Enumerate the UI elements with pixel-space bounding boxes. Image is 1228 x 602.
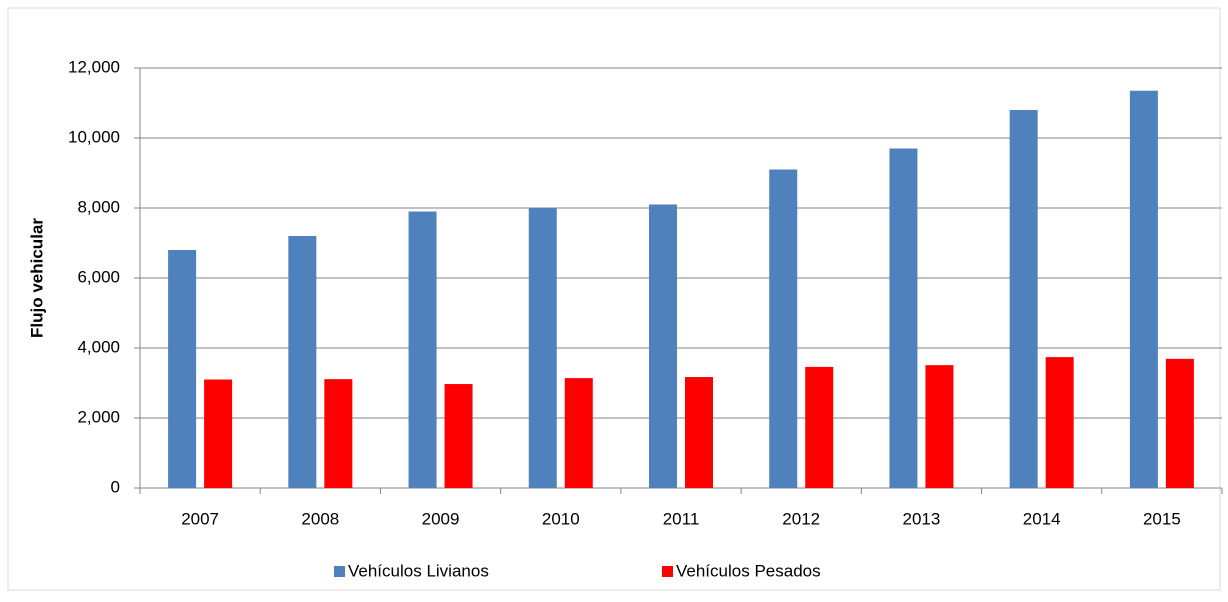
legend-swatch xyxy=(334,566,345,577)
legend-label: Vehículos Livianos xyxy=(348,561,489,580)
legend-swatch xyxy=(662,566,673,577)
bar xyxy=(769,169,798,488)
x-tick-label: 2007 xyxy=(181,509,219,528)
x-tick-label: 2009 xyxy=(422,509,460,528)
y-tick-label: 2,000 xyxy=(77,407,120,426)
bar xyxy=(685,377,713,488)
x-tick-label: 2014 xyxy=(1023,509,1061,528)
bar xyxy=(528,208,557,488)
bar xyxy=(324,379,353,488)
bar xyxy=(1165,358,1194,488)
bar xyxy=(1009,110,1038,488)
x-tick-label: 2013 xyxy=(903,509,941,528)
x-tick-label: 2015 xyxy=(1143,509,1181,528)
bar xyxy=(408,211,437,488)
bar xyxy=(925,365,954,488)
y-tick-label: 10,000 xyxy=(68,127,120,146)
x-tick-label: 2010 xyxy=(542,509,580,528)
y-axis-label: Flujo vehicular xyxy=(27,218,46,338)
y-tick-label: 12,000 xyxy=(68,57,120,76)
bar xyxy=(168,250,197,488)
bar xyxy=(889,148,918,488)
x-tick-label: 2012 xyxy=(782,509,820,528)
bar xyxy=(1045,357,1074,488)
x-tick-label: 2011 xyxy=(663,509,700,528)
bar xyxy=(649,204,677,488)
y-tick-label: 0 xyxy=(111,477,120,496)
legend-label: Vehículos Pesados xyxy=(676,561,821,580)
bar xyxy=(288,236,317,488)
y-tick-label: 6,000 xyxy=(77,267,120,286)
y-tick-label: 8,000 xyxy=(77,197,120,216)
y-tick-label: 4,000 xyxy=(77,337,120,356)
bar xyxy=(805,366,834,488)
x-tick-label: 2008 xyxy=(301,509,339,528)
bar xyxy=(444,384,473,488)
bar xyxy=(1129,90,1158,488)
bar xyxy=(564,378,593,488)
bar xyxy=(204,379,233,488)
